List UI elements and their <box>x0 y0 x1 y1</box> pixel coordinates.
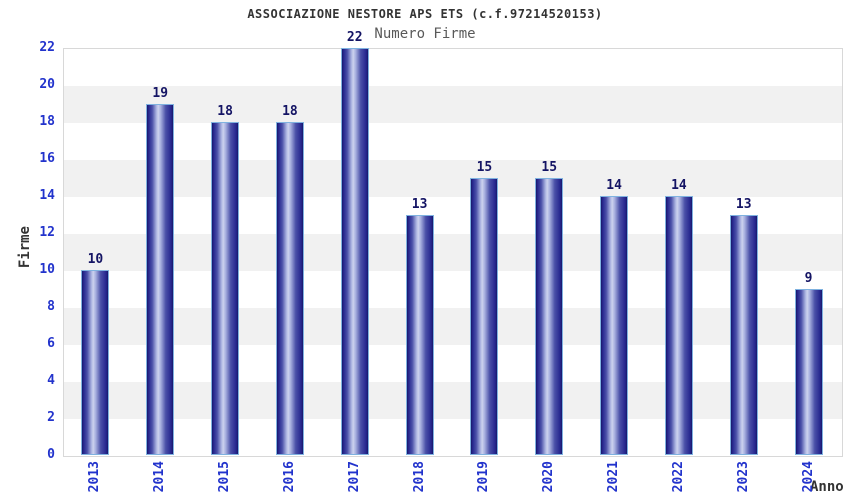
x-tick-label: 2018 <box>411 461 427 493</box>
bar-2013 <box>81 270 110 455</box>
x-tick-label: 2024 <box>800 461 816 493</box>
x-tick-label: 2020 <box>541 461 557 493</box>
x-tick-label: 2019 <box>476 461 492 493</box>
y-tick-label: 18 <box>39 114 55 129</box>
y-tick-label: 16 <box>39 151 55 166</box>
bar-2024 <box>794 288 823 455</box>
y-tick-label: 14 <box>39 188 55 203</box>
x-tick-label: 2017 <box>346 461 362 493</box>
bar-value-label: 10 <box>87 252 104 267</box>
x-tick-label: 2015 <box>217 461 233 493</box>
bar-2021 <box>600 196 629 455</box>
bar-value-label: 18 <box>282 104 298 119</box>
bar-value-label: 15 <box>541 159 558 175</box>
x-axis-title: Anno <box>810 479 844 495</box>
y-tick-label: 22 <box>39 40 55 55</box>
bar-value-label: 19 <box>152 85 169 101</box>
bar-value-label: 13 <box>735 196 752 212</box>
bar-2019 <box>470 177 499 455</box>
y-tick-label: 8 <box>47 299 55 314</box>
bar-2022 <box>664 196 693 455</box>
x-tick-label: 2013 <box>87 461 103 493</box>
bar-2014 <box>146 103 175 455</box>
y-tick-label: 12 <box>39 225 55 240</box>
plot-area <box>63 48 843 457</box>
bar-value-label: 14 <box>606 178 622 193</box>
bar-2017 <box>340 48 369 455</box>
y-tick-label: 2 <box>47 410 55 425</box>
y-tick-label: 6 <box>47 336 55 351</box>
bar-value-label: 9 <box>804 270 813 286</box>
x-tick-label: 2014 <box>152 461 168 493</box>
bar-value-label: 14 <box>671 178 687 193</box>
bar-value-label: 22 <box>346 30 363 45</box>
x-tick-label: 2022 <box>670 461 686 493</box>
bar-2016 <box>275 122 304 455</box>
chart-title: ASSOCIAZIONE NESTORE APS ETS (c.f.972145… <box>247 7 603 21</box>
bar-value-label: 13 <box>411 196 428 212</box>
chart-subtitle: Numero Firme <box>374 26 476 42</box>
bar-value-label: 15 <box>476 159 493 175</box>
x-tick-label: 2021 <box>606 461 622 493</box>
x-tick-label: 2016 <box>281 461 297 493</box>
y-tick-label: 10 <box>39 262 55 277</box>
bar-2015 <box>211 122 240 455</box>
y-tick-label: 4 <box>47 373 55 388</box>
bar-2020 <box>535 177 564 455</box>
y-tick-label: 20 <box>39 77 55 92</box>
bar-2018 <box>405 214 434 455</box>
x-tick-label: 2023 <box>735 461 751 493</box>
y-tick-label: 0 <box>47 447 55 462</box>
bar-2023 <box>729 214 758 455</box>
bar-value-label: 18 <box>217 104 233 119</box>
